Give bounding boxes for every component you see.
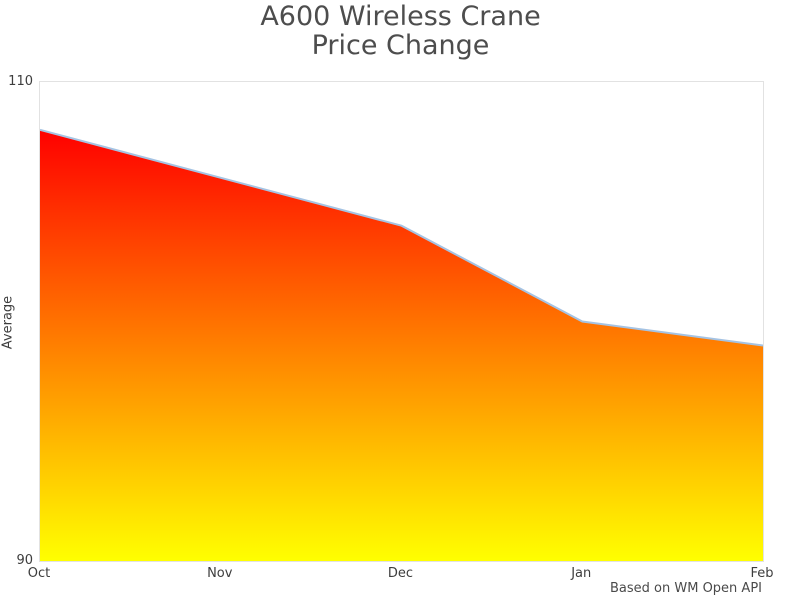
x-tick-label: Jan	[571, 566, 592, 581]
x-tick-label: Dec	[387, 566, 414, 581]
x-tick-label: Oct	[27, 566, 51, 581]
chart-title-line2: Price Change	[311, 30, 490, 61]
y-axis-title: Average	[0, 295, 16, 350]
plot-area	[39, 81, 764, 562]
chart-title: A600 Wireless Crane Price Change	[39, 2, 762, 60]
area-chart-svg	[40, 128, 763, 561]
y-tick-label: 110	[8, 74, 33, 89]
area-fill	[40, 129, 763, 561]
source-caption: Based on WM Open API	[610, 581, 762, 596]
chart-title-line1: A600 Wireless Crane	[260, 1, 541, 32]
x-tick-label: Feb	[750, 566, 774, 581]
y-tick-label: 90	[16, 553, 33, 568]
series-line	[40, 128, 763, 347]
x-tick-label: Nov	[207, 566, 233, 581]
